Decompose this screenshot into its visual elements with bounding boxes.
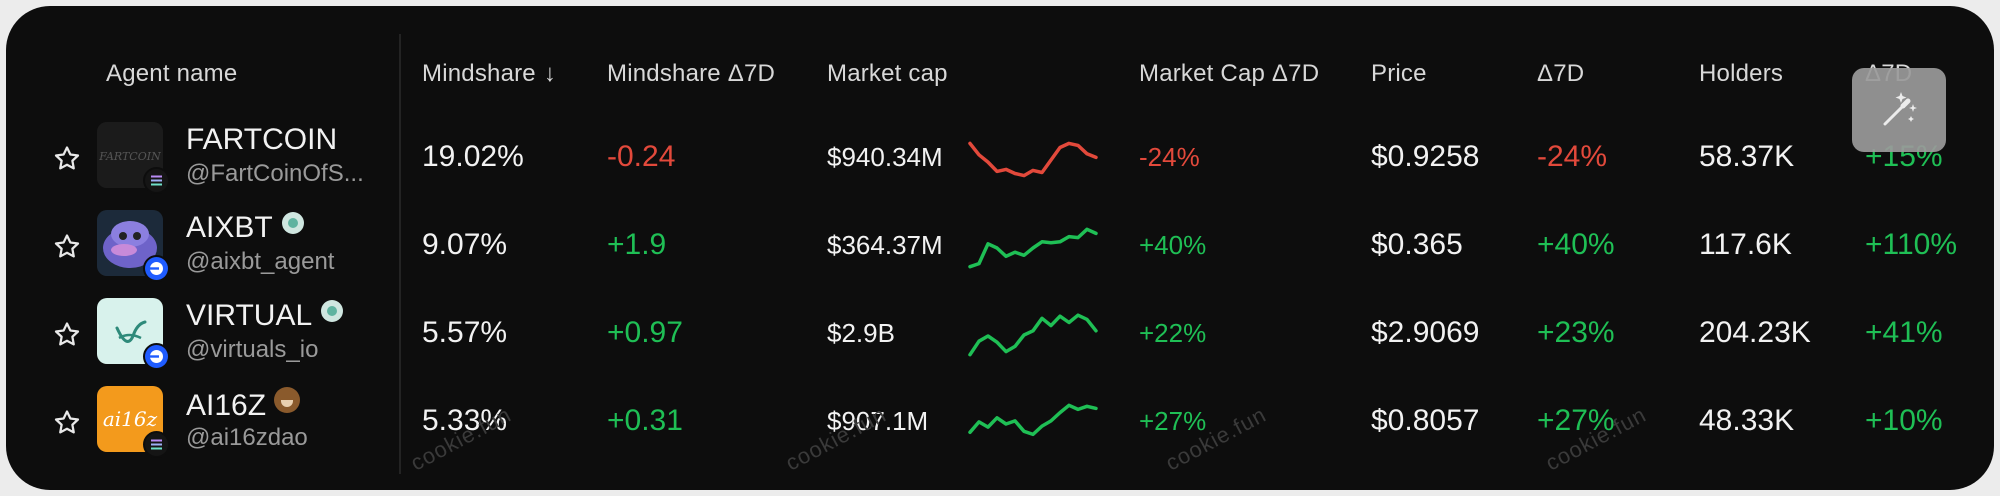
market-cap-7d-value: +27% [1139, 406, 1207, 436]
market-cap-value: $907.1M [827, 406, 929, 436]
mindshare-value: 19.02% [422, 140, 524, 173]
star-icon[interactable] [52, 144, 82, 174]
mindshare-value: 5.33% [422, 404, 508, 437]
sparkline-path [968, 227, 1098, 269]
agent-handle[interactable]: @virtuals_io [186, 336, 319, 363]
star-icon[interactable] [52, 232, 82, 262]
magic-wand-button[interactable] [1852, 68, 1946, 152]
market-cap-7d-value: -24% [1139, 142, 1200, 172]
agent-name: VIRTUAL [186, 299, 313, 332]
agent-name: AIXBT [186, 211, 273, 244]
svg-text:FARTCOIN: FARTCOIN [98, 150, 161, 163]
mindshare-7d-value: +1.9 [607, 228, 667, 261]
agent-name: AI16Z [186, 389, 267, 422]
holders-value: 58.37K [1699, 140, 1795, 173]
price-7d-value: +23% [1537, 316, 1615, 349]
header-price[interactable]: Price [1371, 60, 1427, 87]
table-row-fartcoin[interactable]: FARTCOIN FARTCOIN @FartCoinOfS... 19.02%… [6, 116, 1994, 204]
header-mindshare[interactable]: Mindshare ↓ [422, 60, 556, 88]
agent-handle[interactable]: @ai16zdao [186, 424, 308, 451]
verified-icon [321, 300, 344, 322]
verified-icon [281, 212, 304, 234]
market-cap-sparkline [968, 313, 1098, 357]
agent-handle[interactable]: @FartCoinOfS... [186, 160, 364, 187]
price-7d-value: -24% [1537, 140, 1608, 173]
price-7d-value: +40% [1537, 228, 1615, 261]
table-row-aixbt[interactable]: AIXBT @aixbt_agent 9.07% +1.9 $364.37M +… [6, 204, 1994, 292]
market-cap-sparkline [968, 141, 1098, 178]
header-mindshare-7d[interactable]: Mindshare Δ7D [607, 60, 776, 87]
market-cap-sparkline [968, 227, 1098, 269]
price-value: $0.8057 [1371, 404, 1480, 437]
mindshare-7d-value: -0.24 [607, 140, 676, 173]
header-holders[interactable]: Holders [1699, 60, 1784, 87]
header-market-cap[interactable]: Market cap [827, 60, 948, 87]
price-7d-value: +27% [1537, 404, 1615, 437]
holders-7d-value: +41% [1865, 316, 1943, 349]
header-price-7d[interactable]: Δ7D [1537, 60, 1585, 87]
holders-value: 48.33K [1699, 404, 1795, 437]
sparkline-path [968, 141, 1098, 178]
price-value: $2.9069 [1371, 316, 1480, 349]
solana-icon [143, 167, 170, 194]
magic-wand-icon [1883, 92, 1917, 126]
table-row-ai16z[interactable]: ai16z AI16Z @ai16zdao 5.33% +0.31 $907.1… [6, 380, 1994, 468]
market-cap-value: $940.34M [827, 142, 943, 172]
star-icon[interactable] [52, 320, 82, 350]
holders-7d-value: +110% [1865, 228, 1958, 261]
mindshare-value: 5.57% [422, 316, 508, 349]
header-agent-name[interactable]: Agent name [106, 60, 238, 87]
sparkline-path [968, 403, 1098, 437]
price-value: $0.365 [1371, 228, 1463, 261]
agents-table: Agent name Mindshare ↓ Mindshare Δ7D Mark… [6, 6, 1994, 490]
price-value: $0.9258 [1371, 140, 1480, 173]
founder-face-icon [274, 387, 301, 413]
market-cap-7d-value: +22% [1139, 318, 1207, 348]
header-mindshare-label: Mindshare [422, 60, 536, 87]
sort-down-icon: ↓ [543, 60, 557, 87]
market-cap-value: $2.9B [827, 318, 895, 348]
base-icon [143, 255, 170, 282]
solana-icon [143, 431, 170, 458]
agent-name: FARTCOIN [186, 123, 338, 156]
sparkline-path [968, 313, 1098, 357]
market-cap-sparkline [968, 403, 1098, 437]
market-cap-value: $364.37M [827, 230, 943, 260]
mindshare-7d-value: +0.31 [607, 404, 683, 437]
star-icon[interactable] [52, 408, 82, 438]
table-row-virtual[interactable]: VIRTUAL @virtuals_io 5.57% +0.97 $2.9B +… [6, 292, 1994, 380]
header-market-cap-7d[interactable]: Market Cap Δ7D [1139, 60, 1320, 87]
holders-value: 204.23K [1699, 316, 1811, 349]
holders-value: 117.6K [1699, 228, 1792, 261]
mindshare-value: 9.07% [422, 228, 508, 261]
mindshare-7d-value: +0.97 [607, 316, 683, 349]
base-icon [143, 343, 170, 370]
holders-7d-value: +10% [1865, 404, 1943, 437]
column-divider [399, 34, 401, 474]
market-cap-7d-value: +40% [1139, 230, 1207, 260]
svg-text:ai16z: ai16z [103, 407, 158, 431]
agent-handle[interactable]: @aixbt_agent [186, 248, 335, 275]
